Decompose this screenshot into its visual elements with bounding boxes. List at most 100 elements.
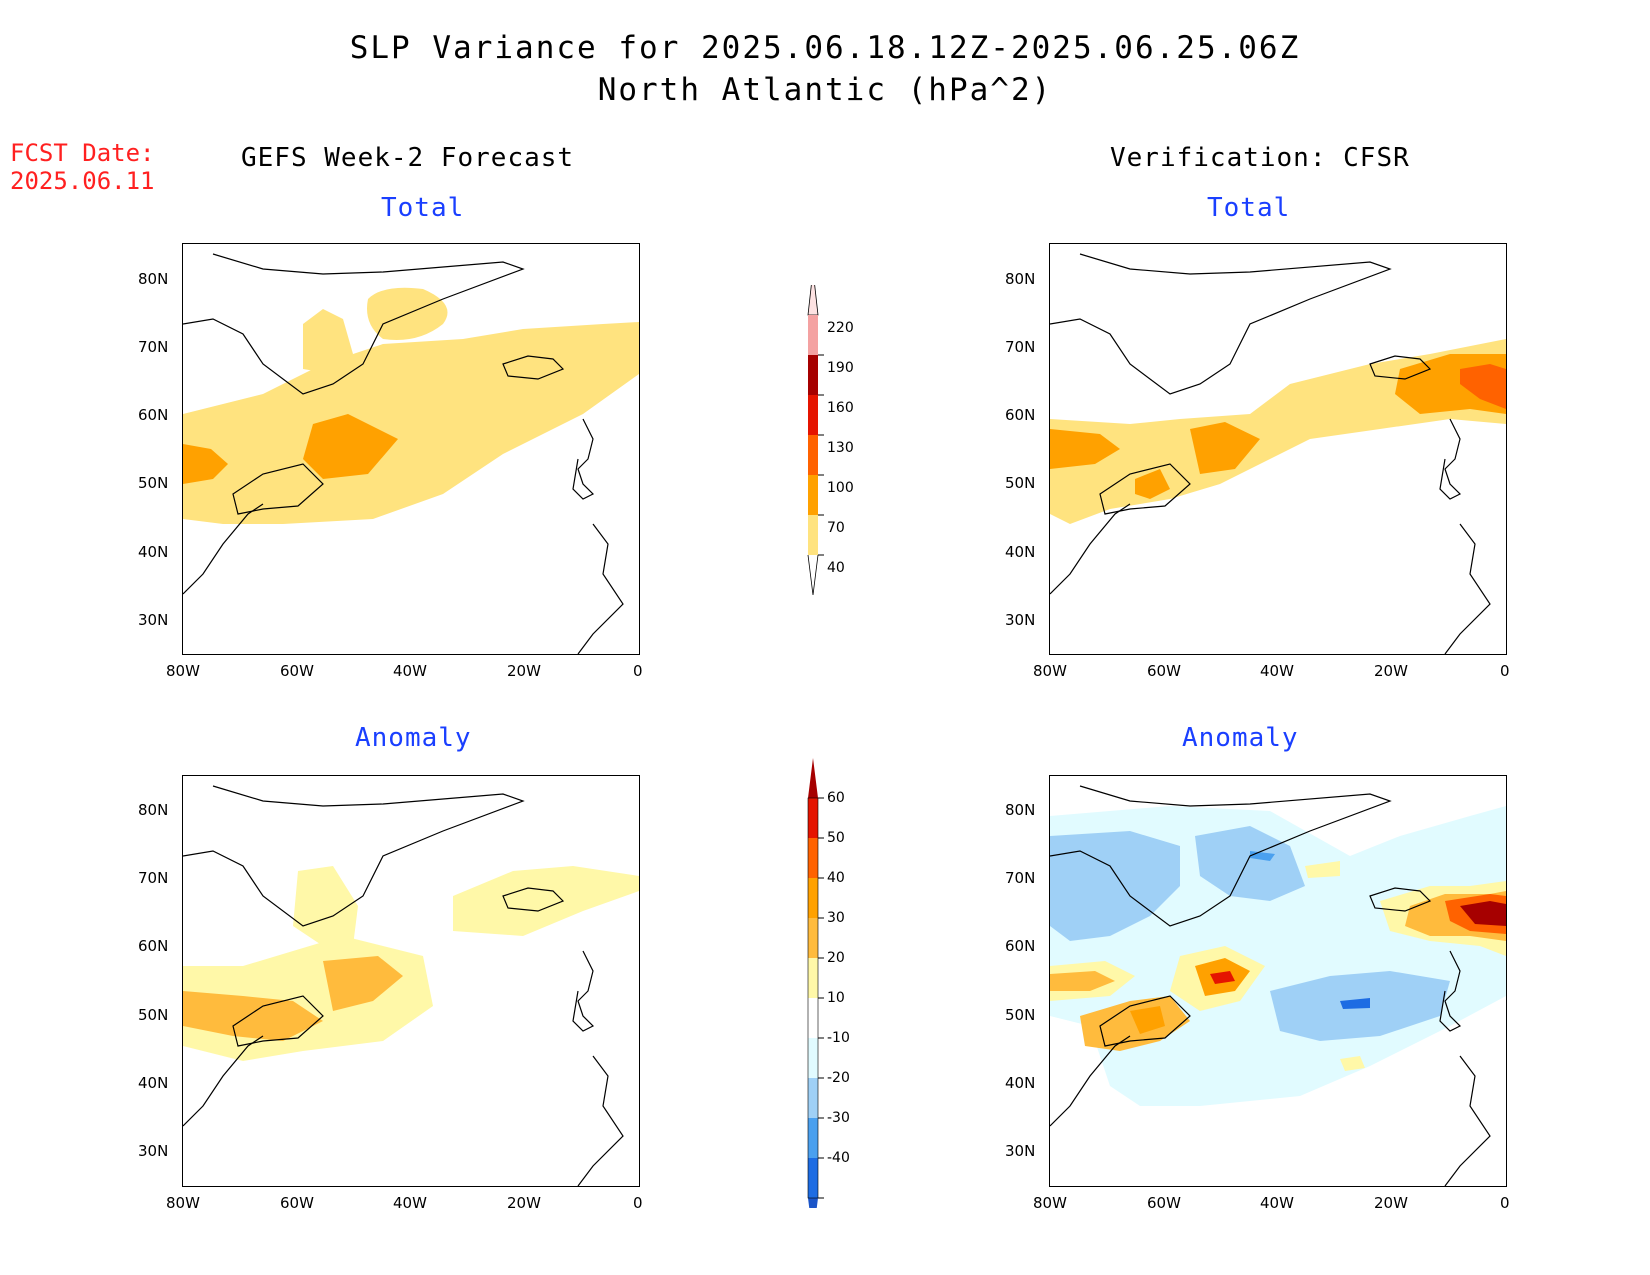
fcst-date: 2025.06.11 (10, 167, 155, 195)
lat-tick-40n: 40N (1005, 543, 1036, 561)
lon-tick-40w: 40W (393, 662, 427, 680)
anomaly-colorbar-swatches (807, 758, 824, 1238)
lat-tick-70n: 70N (138, 338, 169, 356)
anomaly-colorbar-swatch-9 (808, 1118, 818, 1158)
anomaly-colorbar-label-50: 50 (827, 830, 845, 846)
total-colorbar-label-130: 130 (827, 440, 854, 456)
anomaly-colorbar-label-60: 60 (827, 790, 845, 806)
forecast-total-shading (183, 253, 639, 654)
lat-tick-60n: 60N (1005, 406, 1036, 424)
anomaly-colorbar-label-40: 40 (827, 870, 845, 886)
lat-tick-80n: 80N (138, 801, 169, 819)
lon-tick-0: 0 (633, 662, 643, 680)
anomaly-colorbar-label-30: 30 (827, 910, 845, 926)
forecast-anomaly-title: Anomaly (355, 723, 472, 753)
lon-tick-20w: 20W (507, 1194, 541, 1212)
lat-tick-30n: 30N (1005, 1142, 1036, 1160)
lon-tick-20w: 20W (507, 662, 541, 680)
lat-tick-40n: 40N (1005, 1074, 1036, 1092)
right-column-title: Verification: CFSR (1110, 143, 1410, 173)
anomaly-colorbar: 60 50 40 30 20 10 -10 -20 -30 -40 (800, 758, 860, 1238)
total-colorbar-swatch-2 (808, 435, 818, 475)
verification-total-map (1049, 243, 1507, 655)
lon-tick-40w: 40W (393, 1194, 427, 1212)
lat-tick-70n: 70N (1005, 338, 1036, 356)
anomaly-colorbar-label-10: 10 (827, 990, 845, 1006)
lat-tick-50n: 50N (1005, 474, 1036, 492)
main-title: SLP Variance for 2025.06.18.12Z-2025.06.… (349, 30, 1301, 66)
lon-tick-80w: 80W (1033, 662, 1067, 680)
lon-tick-40w: 40W (1260, 662, 1294, 680)
verification-anomaly-shading (1050, 785, 1506, 1186)
total-colorbar-label-100: 100 (827, 480, 854, 496)
verification-total-title: Total (1207, 193, 1291, 223)
forecast-anomaly-map (182, 775, 640, 1187)
lon-tick-20w: 20W (1374, 1194, 1408, 1212)
verification-anomaly-title: Anomaly (1182, 723, 1299, 753)
verification-anomaly-map (1049, 775, 1507, 1187)
lon-tick-0: 0 (1500, 662, 1510, 680)
lon-tick-0: 0 (633, 1194, 643, 1212)
lat-tick-50n: 50N (1005, 1006, 1036, 1024)
anomaly-colorbar-top-arrow (808, 758, 818, 798)
lat-tick-80n: 80N (1005, 270, 1036, 288)
lat-tick-30n: 30N (1005, 611, 1036, 629)
anomaly-colorbar-label-neg40: -40 (827, 1150, 850, 1166)
lat-tick-40n: 40N (138, 1074, 169, 1092)
lat-tick-50n: 50N (138, 1006, 169, 1024)
forecast-total-map (182, 243, 640, 655)
anomaly-colorbar-swatch-3 (808, 878, 818, 918)
anomaly-colorbar-swatch-8 (808, 1078, 818, 1118)
total-colorbar-label-160: 160 (827, 400, 854, 416)
total-colorbar-swatch-5 (808, 315, 818, 355)
lon-tick-60w: 60W (1147, 1194, 1181, 1212)
lat-tick-80n: 80N (1005, 801, 1036, 819)
total-colorbar-top-arrow (807, 269, 819, 316)
total-colorbar: 220 190 160 130 100 70 40 (800, 269, 860, 615)
lon-tick-40w: 40W (1260, 1194, 1294, 1212)
lon-tick-0: 0 (1500, 1194, 1510, 1212)
total-colorbar-bottom-arrow (807, 554, 819, 596)
anomaly-colorbar-swatch-5 (808, 958, 818, 998)
lon-tick-20w: 20W (1374, 662, 1408, 680)
total-colorbar-swatch-0 (808, 515, 818, 555)
lon-tick-80w: 80W (166, 662, 200, 680)
lat-tick-30n: 30N (138, 1142, 169, 1160)
lat-tick-60n: 60N (138, 937, 169, 955)
anomaly-colorbar-label-neg10: -10 (827, 1030, 850, 1046)
anomaly-colorbar-label-neg30: -30 (827, 1110, 850, 1126)
lon-tick-80w: 80W (1033, 1194, 1067, 1212)
anomaly-colorbar-swatch-10 (808, 1158, 818, 1198)
total-colorbar-swatches (807, 269, 824, 596)
anomaly-colorbar-swatch-6 (808, 998, 818, 1038)
forecast-anomaly-shading (183, 785, 639, 1186)
lon-tick-60w: 60W (1147, 662, 1181, 680)
anomaly-colorbar-label-20: 20 (827, 950, 845, 966)
left-column-title: GEFS Week-2 Forecast (241, 143, 575, 173)
total-colorbar-swatch-1 (808, 475, 818, 515)
total-colorbar-label-40: 40 (827, 560, 845, 576)
lat-tick-60n: 60N (1005, 937, 1036, 955)
lon-tick-80w: 80W (166, 1194, 200, 1212)
lat-tick-30n: 30N (138, 611, 169, 629)
lon-tick-60w: 60W (280, 662, 314, 680)
lat-tick-40n: 40N (138, 543, 169, 561)
anomaly-colorbar-label-neg20: -20 (827, 1070, 850, 1086)
anomaly-colorbar-swatch-1 (808, 798, 818, 838)
total-colorbar-swatch-4 (808, 355, 818, 395)
lat-tick-50n: 50N (138, 474, 169, 492)
lat-tick-70n: 70N (1005, 869, 1036, 887)
verification-total-shading (1050, 253, 1506, 654)
anomaly-colorbar-frame (807, 797, 819, 1199)
anomaly-colorbar-swatch-2 (808, 838, 818, 878)
lat-tick-70n: 70N (138, 869, 169, 887)
main-subtitle: North Atlantic (hPa^2) (597, 72, 1053, 108)
anomaly-colorbar-swatch-4 (808, 918, 818, 958)
lat-tick-80n: 80N (138, 270, 169, 288)
total-colorbar-label-190: 190 (827, 360, 854, 376)
total-colorbar-label-220: 220 (827, 320, 854, 336)
anomaly-colorbar-swatch-7 (808, 1038, 818, 1078)
anomaly-colorbar-bottom-arrow (808, 1198, 818, 1238)
total-colorbar-swatch-3 (808, 395, 818, 435)
forecast-total-title: Total (381, 193, 465, 223)
